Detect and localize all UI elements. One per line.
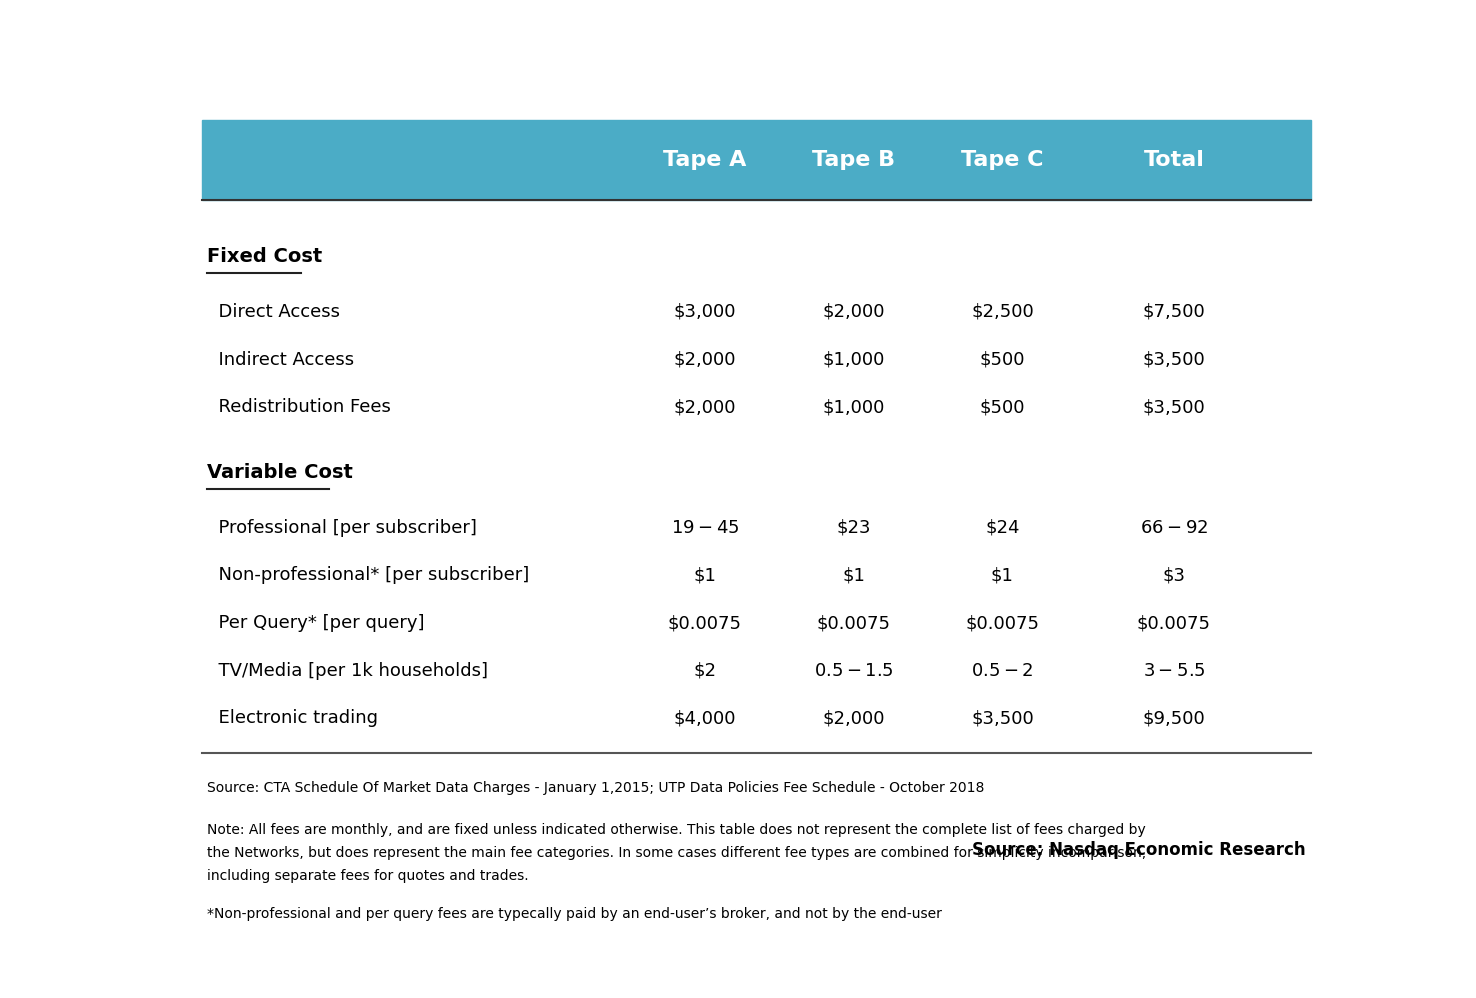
Text: Total: Total [1144, 150, 1204, 170]
Text: $2,000: $2,000 [673, 350, 737, 368]
Text: $2,000: $2,000 [673, 398, 737, 416]
Text: $0.5 - $2: $0.5 - $2 [971, 662, 1033, 680]
Text: $0.0075: $0.0075 [1137, 614, 1210, 632]
Text: $23: $23 [837, 519, 871, 537]
Text: Fixed Cost: Fixed Cost [207, 248, 323, 266]
Text: Source: CTA Schedule Of Market Data Charges - January 1,2015; UTP Data Policies : Source: CTA Schedule Of Market Data Char… [207, 780, 984, 794]
Text: Note: All fees are monthly, and are fixed unless indicated otherwise. This table: Note: All fees are monthly, and are fixe… [207, 822, 1147, 836]
Text: $500: $500 [980, 350, 1026, 368]
Text: $3,500: $3,500 [1142, 398, 1206, 416]
Text: $0.0075: $0.0075 [965, 614, 1039, 632]
Text: $2,000: $2,000 [822, 302, 886, 321]
Text: $2,500: $2,500 [971, 302, 1033, 321]
Text: Electronic trading: Electronic trading [207, 710, 378, 728]
Text: Source: Nasdaq Economic Research: Source: Nasdaq Economic Research [971, 840, 1306, 859]
Text: $2: $2 [694, 662, 716, 680]
Text: $3,500: $3,500 [1142, 350, 1206, 368]
Text: *Non-professional and per query fees are typecally paid by an end-user’s broker,: *Non-professional and per query fees are… [207, 907, 942, 921]
Bar [202, 120, 1311, 201]
Text: Redistribution Fees: Redistribution Fees [207, 398, 391, 416]
Text: Non-professional* [per subscriber]: Non-professional* [per subscriber] [207, 567, 530, 585]
Text: $4,000: $4,000 [673, 710, 737, 728]
Text: $9,500: $9,500 [1142, 710, 1206, 728]
Text: $66 - $92: $66 - $92 [1139, 519, 1207, 537]
Text: $1: $1 [843, 567, 865, 585]
Text: Indirect Access: Indirect Access [207, 350, 354, 368]
Text: $0.0075: $0.0075 [816, 614, 890, 632]
Text: $2,000: $2,000 [822, 710, 886, 728]
Text: $3 - $5.5: $3 - $5.5 [1142, 662, 1206, 680]
Text: $1,000: $1,000 [822, 398, 886, 416]
Text: $19 - $45: $19 - $45 [670, 519, 739, 537]
Text: $500: $500 [980, 398, 1026, 416]
Text: $3: $3 [1163, 567, 1185, 585]
Text: Tape C: Tape C [961, 150, 1044, 170]
Text: Tape B: Tape B [812, 150, 896, 170]
Text: $24: $24 [984, 519, 1020, 537]
Text: $1: $1 [990, 567, 1014, 585]
Text: TV/Media [per 1k households]: TV/Media [per 1k households] [207, 662, 489, 680]
Text: Tape A: Tape A [663, 150, 747, 170]
Text: $1: $1 [694, 567, 716, 585]
Text: Variable Cost: Variable Cost [207, 463, 353, 482]
Text: including separate fees for quotes and trades.: including separate fees for quotes and t… [207, 869, 528, 883]
Text: $0.0075: $0.0075 [669, 614, 742, 632]
Text: $1,000: $1,000 [822, 350, 886, 368]
Text: $0.5 - $1.5: $0.5 - $1.5 [813, 662, 893, 680]
Text: Professional [per subscriber]: Professional [per subscriber] [207, 519, 477, 537]
Text: the Networks, but does represent the main fee categories. In some cases differen: the Networks, but does represent the mai… [207, 846, 1147, 860]
Text: $3,000: $3,000 [673, 302, 737, 321]
Text: Direct Access: Direct Access [207, 302, 341, 321]
Text: $7,500: $7,500 [1142, 302, 1206, 321]
Text: Per Query* [per query]: Per Query* [per query] [207, 614, 425, 632]
Text: $3,500: $3,500 [971, 710, 1033, 728]
